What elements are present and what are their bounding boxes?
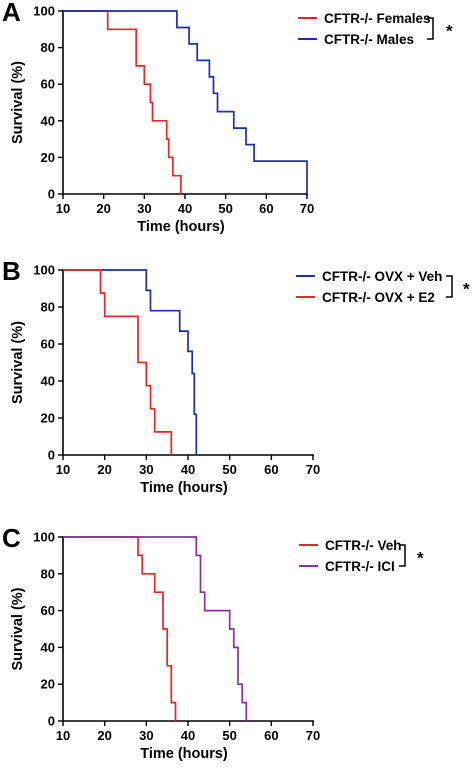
series-line-1 (63, 536, 177, 721)
x-tick-label: 40 (181, 462, 195, 477)
chart-panel-a: A 0 20 40 60 80 100 10 20 30 40 50 60 70 Time (hours) S… (2, 0, 453, 235)
series-line-1 (63, 269, 198, 455)
x-tick-label: 10 (56, 728, 70, 743)
panel-letter: A (2, 0, 21, 27)
y-tick-label: 40 (41, 374, 55, 389)
chart-panel-c: C 0 20 40 60 80 100 10 20 30 40 50 60 70 Time (hours) S… (2, 523, 424, 762)
x-axis-title: Time (hours) (140, 480, 228, 496)
legend-label: CFTR-/- Veh (325, 538, 402, 553)
x-tick-label: 30 (137, 201, 151, 216)
y-tick-label: 60 (41, 77, 55, 92)
legend-label: CFTR-/- OVX + Veh (322, 269, 442, 284)
y-tick-label: 100 (33, 4, 55, 19)
y-tick-label: 0 (48, 187, 55, 202)
x-tick-label: 70 (306, 462, 320, 477)
series-line-2 (63, 536, 248, 721)
legend-label: CFTR-/- OVX + E2 (322, 290, 435, 305)
series-line-1 (63, 10, 182, 194)
x-tick-label: 20 (97, 462, 111, 477)
series-line-2 (63, 10, 308, 194)
y-tick-label: 20 (41, 411, 55, 426)
y-tick-label: 40 (41, 113, 55, 128)
y-tick-label: 60 (41, 603, 55, 618)
x-tick-label: 60 (259, 201, 273, 216)
panel-letter: B (2, 256, 21, 286)
x-tick-label: 50 (222, 462, 236, 477)
x-tick-label: 70 (300, 201, 314, 216)
y-axis-title: Survival (%) (10, 587, 26, 670)
x-tick-label: 50 (222, 728, 236, 743)
x-tick-label: 10 (56, 462, 70, 477)
y-tick-label: 80 (41, 300, 55, 315)
series-line-2 (63, 269, 173, 455)
panel-letter: C (2, 523, 21, 553)
x-tick-label: 50 (218, 201, 232, 216)
x-tick-label: 10 (56, 201, 70, 216)
y-tick-label: 80 (41, 566, 55, 581)
y-tick-label: 20 (41, 150, 55, 165)
x-axis-title: Time (hours) (137, 219, 225, 235)
x-tick-label: 60 (264, 728, 278, 743)
y-axis-title: Survival (%) (10, 61, 26, 144)
legend-label: CFTR-/- Males (324, 32, 414, 47)
x-tick-label: 30 (139, 462, 153, 477)
x-tick-label: 20 (96, 201, 110, 216)
y-tick-label: 20 (41, 677, 55, 692)
significance-bracket (399, 544, 406, 567)
y-axis-title: Survival (%) (10, 321, 26, 404)
significance-marker: * (446, 22, 453, 41)
x-tick-label: 20 (97, 728, 111, 743)
significance-marker: * (463, 280, 470, 299)
significance-marker: * (417, 549, 424, 568)
x-tick-label: 40 (181, 728, 195, 743)
significance-bracket (427, 17, 434, 40)
x-tick-label: 60 (264, 462, 278, 477)
x-tick-label: 70 (306, 728, 320, 743)
y-tick-label: 100 (33, 530, 55, 545)
y-tick-label: 100 (33, 263, 55, 278)
legend-label: CFTR-/- Females (324, 11, 431, 26)
x-tick-label: 40 (178, 201, 192, 216)
x-axis-title: Time (hours) (140, 746, 228, 762)
y-tick-label: 80 (41, 40, 55, 55)
x-tick-label: 30 (139, 728, 153, 743)
legend-label: CFTR-/- ICI (325, 559, 395, 574)
y-tick-label: 60 (41, 337, 55, 352)
chart-panel-b: B 0 20 40 60 80 100 10 20 30 40 50 60 70 Time (hours) S… (2, 256, 470, 496)
y-tick-label: 0 (48, 714, 55, 729)
y-tick-label: 0 (48, 448, 55, 463)
y-tick-label: 40 (41, 640, 55, 655)
significance-bracket (446, 275, 453, 298)
